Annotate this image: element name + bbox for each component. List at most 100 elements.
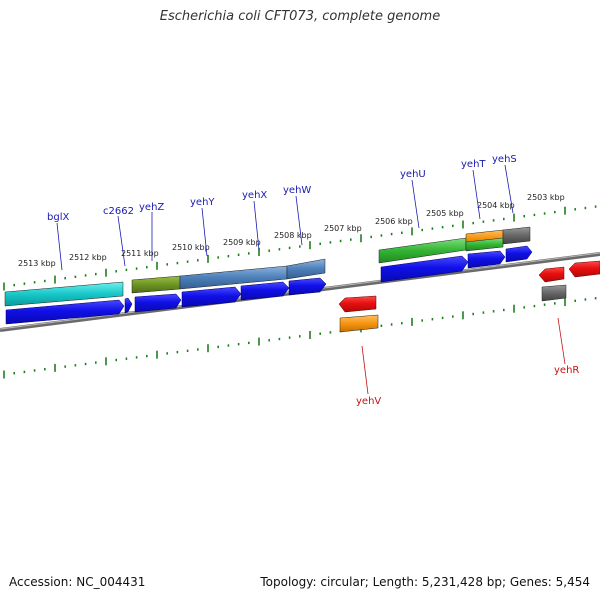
scale-bottom-tick xyxy=(146,354,148,358)
cds-yehT[interactable] xyxy=(467,250,506,269)
scale-top-tick xyxy=(309,241,311,250)
scale-bottom-tick xyxy=(156,350,158,359)
scale-label-2510: 2510 kbp xyxy=(172,243,210,252)
cds-yehU[interactable] xyxy=(380,255,469,283)
scale-bottom-tick xyxy=(462,311,464,320)
cds-track-forward xyxy=(5,245,533,325)
scale-top-tick xyxy=(503,217,505,221)
gene-label-yehT[interactable]: yehT xyxy=(461,159,486,170)
gene-label-yehU[interactable]: yehU xyxy=(400,169,426,180)
gene-label-yehR[interactable]: yehR xyxy=(554,365,579,376)
scale-labels: 2513 kbp 2512 kbp 2511 kbp 2510 kbp 2509… xyxy=(18,193,565,268)
leader-yehW xyxy=(295,195,303,246)
cds-bglX[interactable] xyxy=(5,299,125,325)
scale-bottom-tick xyxy=(401,322,403,325)
scale-bottom-tick xyxy=(288,336,291,339)
cds-yehV[interactable] xyxy=(338,295,377,313)
scale-bottom-tick xyxy=(95,361,97,364)
scale-top-tick xyxy=(513,213,515,222)
scale-bottom-tick xyxy=(441,316,444,320)
gene-block-yehS[interactable] xyxy=(502,226,531,245)
scale-top-tick xyxy=(329,241,332,244)
cds-yehW[interactable] xyxy=(288,277,327,296)
gene-label-yehZ[interactable]: yehZ xyxy=(139,202,164,213)
scale-bottom-tick xyxy=(329,331,332,334)
scale-top-tick xyxy=(64,277,66,280)
scale-bottom-tick xyxy=(278,337,281,341)
scale-top-tick xyxy=(380,234,383,237)
scale-top-tick xyxy=(523,215,525,218)
gene-block-bglX[interactable] xyxy=(4,281,124,307)
scale-top-tick xyxy=(74,275,77,278)
leader-yehX xyxy=(253,200,260,251)
scale-top-tick xyxy=(533,213,536,217)
scale-bottom-tick xyxy=(207,344,209,353)
scale-bottom-tick xyxy=(197,348,199,351)
scale-top-tick xyxy=(166,263,168,266)
scale-top-tick xyxy=(543,212,546,215)
scale-label-2503: 2503 kbp xyxy=(527,193,565,202)
cds-yehR[interactable] xyxy=(538,266,565,283)
scale-top-tick xyxy=(3,282,5,291)
scale-label-2506: 2506 kbp xyxy=(375,217,413,226)
gene-label-yehY[interactable]: yehY xyxy=(190,197,215,208)
gene-block-yehW[interactable] xyxy=(286,258,326,280)
scale-bottom-tick xyxy=(574,299,576,302)
scale-bottom-tick xyxy=(421,319,423,322)
scale-top-tick xyxy=(84,274,87,277)
scale-bottom-tick xyxy=(54,363,56,372)
leader-yehY xyxy=(201,207,208,257)
scale-top-tick xyxy=(217,256,219,259)
leader-yehR xyxy=(557,317,566,365)
scale-bottom-tick xyxy=(248,341,250,345)
cds-yehY[interactable] xyxy=(181,286,242,308)
scale-bottom-tick xyxy=(13,372,15,375)
scale-top-tick xyxy=(95,272,97,276)
scale-bottom-tick xyxy=(237,343,240,346)
cds-yehX[interactable] xyxy=(240,281,290,301)
cds-yehS[interactable] xyxy=(505,245,533,263)
scale-top-tick xyxy=(411,227,413,236)
scale-top-tick xyxy=(13,283,15,287)
scale-top-tick xyxy=(186,260,189,263)
scale-bottom-tick xyxy=(319,332,321,335)
scale-label-2513: 2513 kbp xyxy=(18,259,56,268)
scale-top-tick xyxy=(23,282,26,285)
scale-bottom-tick xyxy=(594,297,597,300)
scale-top-tick xyxy=(125,268,128,272)
scale-top-tick xyxy=(390,232,393,236)
scale-bottom-tick xyxy=(125,357,128,360)
accession-text: Accession: NC_004431 xyxy=(9,575,146,589)
cds-c2662[interactable] xyxy=(124,297,133,314)
cds-next-reverse[interactable] xyxy=(568,260,600,278)
scale-label-2505: 2505 kbp xyxy=(426,209,464,218)
gene-label-c2662[interactable]: c2662 xyxy=(103,206,134,217)
leader-bglX xyxy=(56,222,63,271)
scale-bottom-tick xyxy=(503,308,505,312)
gene-label-bglX[interactable]: bglX xyxy=(47,212,69,223)
scale-bottom-tick xyxy=(452,315,454,318)
scale-bottom-tick xyxy=(3,370,5,379)
scale-top-tick xyxy=(156,261,158,270)
scale-bottom-tick xyxy=(543,303,546,306)
cds-yehZ[interactable] xyxy=(134,293,182,313)
gene-block-yehT-lower[interactable] xyxy=(465,237,504,252)
gene-label-yehW[interactable]: yehW xyxy=(283,185,311,196)
scale-top-tick xyxy=(54,275,56,284)
scale-top-tick xyxy=(421,228,423,232)
scale-label-2512: 2512 kbp xyxy=(69,253,107,262)
scale-top-tick xyxy=(258,248,260,256)
gene-track-reverse xyxy=(339,284,567,333)
gene-label-yehV[interactable]: yehV xyxy=(356,396,381,407)
scale-bottom-tick xyxy=(186,349,189,352)
scale-label-2504: 2504 kbp xyxy=(477,201,515,210)
scale-bottom-tick xyxy=(380,324,383,327)
leader-lines-reverse xyxy=(361,317,566,395)
gene-block-yehV[interactable] xyxy=(339,314,379,333)
gene-block-yehZ[interactable] xyxy=(131,275,181,294)
gene-label-yehS[interactable]: yehS xyxy=(492,154,517,165)
scale-top-tick xyxy=(299,245,301,248)
gene-block-yehR[interactable] xyxy=(541,284,567,302)
gene-label-yehX[interactable]: yehX xyxy=(242,190,267,201)
scale-label-2508: 2508 kbp xyxy=(274,231,312,240)
